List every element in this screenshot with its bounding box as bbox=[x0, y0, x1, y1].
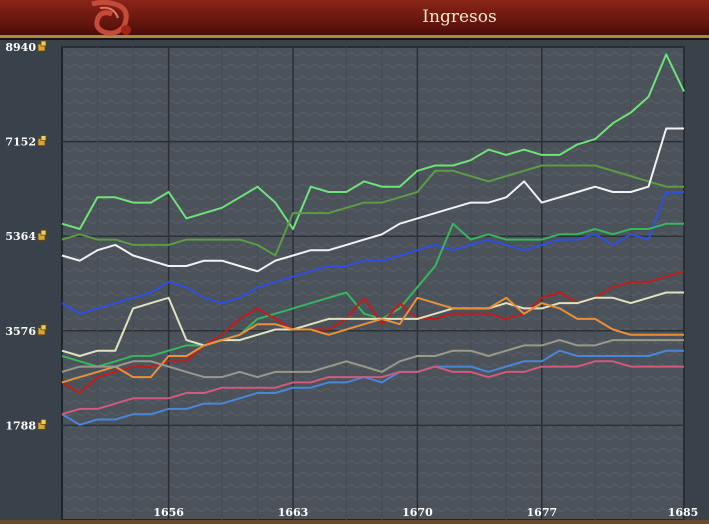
gold-coin-icon bbox=[37, 229, 47, 241]
y-tick-label: 3576 bbox=[5, 325, 36, 338]
series-line-9 bbox=[61, 349, 684, 426]
series-line-0 bbox=[61, 53, 685, 230]
x-tick-label: 1685 bbox=[668, 506, 699, 519]
x-tick-label: 1670 bbox=[402, 506, 433, 519]
series-group bbox=[61, 53, 685, 426]
banner-ornament-icon bbox=[91, 0, 131, 36]
gold-coin-icon bbox=[37, 418, 47, 430]
gold-coin-icon bbox=[37, 40, 47, 52]
series-line-1 bbox=[61, 164, 684, 257]
gold-coin-icon bbox=[37, 135, 47, 147]
x-tick-label: 1656 bbox=[153, 506, 184, 519]
series-line-8 bbox=[61, 339, 684, 379]
x-axis: 1656 1663 1670 1677 1685 bbox=[153, 506, 698, 519]
series-line-6 bbox=[61, 291, 684, 357]
series-line-4 bbox=[61, 222, 684, 368]
series-line-2 bbox=[61, 127, 684, 273]
plot-area bbox=[61, 46, 685, 521]
series-line-3 bbox=[61, 191, 684, 315]
y-tick-label: 8940 bbox=[5, 41, 36, 54]
y-tick-label: 1788 bbox=[5, 419, 36, 432]
series-line-7 bbox=[61, 296, 684, 384]
bottom-trim bbox=[0, 520, 709, 524]
gold-coin-icon bbox=[37, 324, 47, 336]
y-axis: 1788 3576 5364 7152 8940 bbox=[5, 40, 47, 432]
title-bar-trim bbox=[0, 35, 709, 38]
title-bar: Ingresos bbox=[0, 0, 709, 40]
grid bbox=[62, 46, 685, 520]
window-title: Ingresos bbox=[422, 7, 497, 27]
y-tick-label: 7152 bbox=[5, 136, 36, 149]
y-tick-label: 5364 bbox=[5, 230, 36, 243]
x-tick-label: 1663 bbox=[278, 506, 309, 519]
series-line-10 bbox=[61, 360, 684, 416]
x-tick-label: 1677 bbox=[527, 506, 558, 519]
